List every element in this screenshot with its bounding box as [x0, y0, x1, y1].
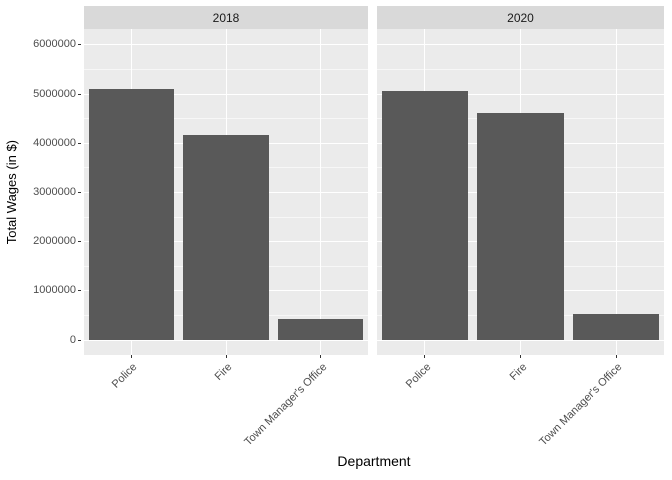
category-column-town-manager-s-office: Town Manager's Office	[537, 29, 664, 448]
x-tick-label: Town Manager's Office	[537, 361, 625, 449]
facet-strip-label: 2018	[212, 10, 240, 25]
gridline-vertical	[615, 29, 617, 355]
bar-2020-town-manager-s-office	[573, 314, 660, 340]
category-column-fire: Fire	[473, 29, 569, 383]
y-tick-label: 5000000	[33, 87, 76, 100]
x-tick-mark	[520, 355, 521, 358]
y-tick-mark	[78, 93, 81, 95]
x-tick-mark	[320, 355, 322, 358]
bar-2018-town-manager-s-office	[278, 318, 364, 340]
x-tick-label: Fire	[507, 361, 529, 383]
x-tick-label: Fire	[212, 361, 235, 383]
bar-2020-police	[381, 90, 468, 340]
facet-2018: 2018 Police Fire Town Manager's Office	[84, 6, 368, 448]
facet-2020: 2020 Police Fire Town Manager's Office	[377, 6, 664, 448]
x-tick-label: Police	[403, 361, 434, 391]
facet-strip-label: 2020	[507, 10, 534, 25]
y-tick-label: 3000000	[33, 185, 76, 198]
bar-2018-fire	[183, 134, 269, 340]
category-column-town-manager-s-office: Town Manager's Office	[242, 29, 368, 448]
y-tick-mark	[78, 44, 81, 46]
y-tick-label: 2000000	[33, 235, 76, 248]
category-column-police: Police	[377, 29, 473, 391]
y-axis: 0 1000000 2000000 3000000 4000000 5000000 6000…	[0, 29, 84, 355]
x-tick-mark	[225, 355, 227, 358]
y-tick-mark	[78, 241, 81, 243]
y-tick-label: 0	[69, 333, 76, 346]
category-column-fire: Fire	[179, 29, 274, 383]
x-tick-label: Police	[110, 361, 140, 391]
y-tick-mark	[78, 191, 81, 193]
facet-strip: 2020	[377, 6, 664, 29]
x-tick-mark	[615, 355, 617, 358]
x-axis-title: Department	[337, 453, 411, 469]
x-tick-label: Town Manager's Office	[241, 361, 330, 449]
y-tick-mark	[78, 142, 81, 144]
facet-panel-2018: Police Fire Town Manager's Office	[84, 29, 368, 448]
y-tick-mark	[78, 290, 81, 292]
bar-2018-police	[88, 88, 174, 340]
facet-panel-2020: Police Fire Town Manager's Office	[377, 29, 664, 448]
facet-strip: 2018	[84, 6, 368, 29]
x-tick-mark	[424, 355, 426, 358]
category-columns: Police Fire Town Manager's Office	[377, 29, 664, 448]
y-tick-label: 6000000	[33, 38, 76, 51]
y-tick-label: 1000000	[33, 284, 76, 297]
y-tick-mark	[78, 339, 81, 341]
bar-2020-fire	[477, 112, 564, 340]
gridline-vertical	[320, 29, 322, 355]
x-tick-mark	[130, 355, 132, 358]
category-column-police: Police	[84, 29, 179, 391]
y-tick-label: 4000000	[33, 136, 76, 149]
category-columns: Police Fire Town Manager's Office	[84, 29, 368, 448]
